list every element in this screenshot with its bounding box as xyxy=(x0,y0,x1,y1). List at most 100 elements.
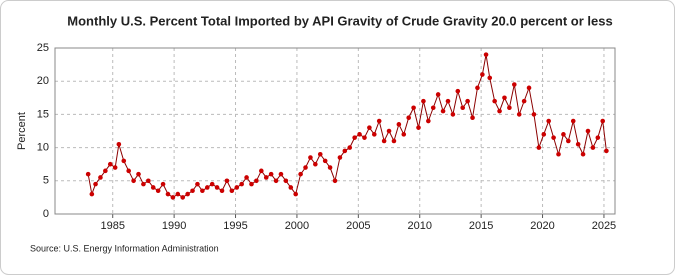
data-point xyxy=(268,171,274,177)
data-point xyxy=(185,191,190,197)
x-tick-label: 2020 xyxy=(530,220,554,232)
data-point xyxy=(430,105,436,111)
data-point xyxy=(313,161,318,167)
data-point xyxy=(116,141,122,147)
data-point xyxy=(556,151,561,157)
data-point xyxy=(541,132,547,137)
data-point xyxy=(585,128,591,134)
data-point xyxy=(516,112,522,117)
x-tick-label: 2010 xyxy=(407,220,431,232)
data-point xyxy=(229,188,235,194)
data-point xyxy=(263,175,269,180)
data-point xyxy=(416,125,421,130)
data-point xyxy=(259,168,264,174)
data-point xyxy=(98,175,103,180)
data-point xyxy=(254,178,259,184)
data-point xyxy=(103,168,108,174)
data-point xyxy=(546,118,551,124)
y-tick-label: 25 xyxy=(37,42,49,54)
data-point xyxy=(298,171,303,177)
data-point xyxy=(536,145,542,150)
data-point xyxy=(195,181,200,187)
data-point xyxy=(347,145,353,150)
y-tick-label: 5 xyxy=(43,175,49,187)
data-point xyxy=(112,165,118,170)
data-point xyxy=(521,98,527,104)
data-point xyxy=(342,148,348,154)
data-point xyxy=(234,185,240,190)
data-point xyxy=(278,171,284,177)
data-point xyxy=(126,168,131,174)
data-point xyxy=(386,128,392,134)
data-point xyxy=(224,178,230,184)
data-point xyxy=(357,132,362,137)
x-tick-label: 2005 xyxy=(346,220,370,232)
data-point xyxy=(531,112,537,117)
data-point xyxy=(502,95,507,101)
data-point xyxy=(376,118,382,124)
data-point xyxy=(450,112,456,117)
data-point xyxy=(406,115,411,121)
data-point xyxy=(371,132,377,137)
data-point xyxy=(93,181,98,187)
data-point xyxy=(526,85,532,91)
plot-border xyxy=(54,47,616,215)
data-point xyxy=(249,181,254,187)
data-point xyxy=(288,185,294,190)
data-point xyxy=(590,145,596,150)
data-point xyxy=(566,138,571,144)
data-point xyxy=(561,132,566,137)
data-point xyxy=(160,181,166,187)
data-point xyxy=(435,92,441,97)
data-point xyxy=(600,118,606,124)
y-tick-label: 15 xyxy=(37,108,49,120)
data-point xyxy=(401,132,407,137)
y-tick-label: 10 xyxy=(37,142,49,154)
data-point xyxy=(604,148,609,154)
data-point xyxy=(551,135,556,140)
data-point xyxy=(487,75,493,81)
data-point xyxy=(308,155,313,160)
data-point xyxy=(483,52,489,57)
data-point xyxy=(426,118,431,124)
data-point xyxy=(396,122,402,127)
x-tick-label: 1990 xyxy=(162,220,186,232)
data-point xyxy=(580,151,586,157)
data-point xyxy=(362,135,367,140)
data-point xyxy=(507,105,512,111)
x-tick-label: 2015 xyxy=(469,220,493,232)
data-point xyxy=(204,185,210,190)
data-point xyxy=(411,105,416,111)
data-point xyxy=(317,151,323,157)
data-point xyxy=(175,191,181,197)
data-point xyxy=(570,118,576,124)
data-point xyxy=(480,72,485,77)
data-point xyxy=(465,98,470,104)
data-point xyxy=(367,125,372,130)
x-tick-label: 1985 xyxy=(100,220,124,232)
source: Source: U.S. Energy Information Administ… xyxy=(30,243,219,253)
data-point xyxy=(293,191,299,197)
data-point xyxy=(89,191,95,197)
chart-title: Monthly U.S. Percent Total Imported by A… xyxy=(67,13,612,28)
x-tick-label: 2000 xyxy=(285,220,309,232)
data-point xyxy=(303,165,308,170)
data-point xyxy=(155,188,161,194)
data-point xyxy=(85,171,91,177)
data-point xyxy=(141,181,146,187)
data-point xyxy=(273,178,279,184)
data-point xyxy=(460,105,466,111)
data-point xyxy=(170,195,176,200)
data-point xyxy=(337,155,343,160)
data-point xyxy=(352,135,357,140)
data-point xyxy=(511,82,517,87)
data-point xyxy=(440,108,446,114)
y-axis-label: Percent xyxy=(16,112,28,150)
data-point xyxy=(165,191,171,197)
data-point xyxy=(200,188,205,194)
data-point xyxy=(180,195,186,200)
data-point xyxy=(445,98,451,104)
y-tick-label: 20 xyxy=(37,75,49,87)
